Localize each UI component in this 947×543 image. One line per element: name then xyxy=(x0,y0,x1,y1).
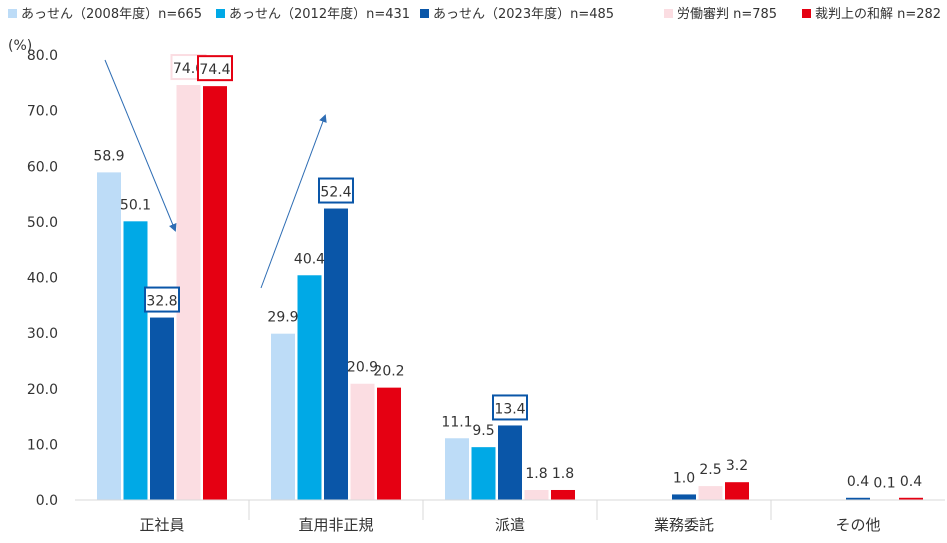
data-label: 9.5 xyxy=(472,423,494,439)
data-label: 74.4 xyxy=(199,62,230,78)
data-label: 20.9 xyxy=(347,360,378,376)
label-highlight-box xyxy=(318,177,354,204)
bar xyxy=(150,317,174,500)
label-highlight-box xyxy=(197,55,233,82)
y-tick-label: 20.0 xyxy=(27,382,58,398)
trend-arrow xyxy=(260,114,327,289)
y-tick-label: 40.0 xyxy=(27,271,58,287)
bar xyxy=(297,275,322,500)
data-label: 50.1 xyxy=(120,197,151,213)
data-label: 1.0 xyxy=(673,470,695,486)
data-label: 13.4 xyxy=(494,401,525,417)
legend-label: 裁判上の和解 n=282 xyxy=(815,6,941,22)
legend-swatch xyxy=(802,9,811,18)
bar xyxy=(324,208,348,500)
y-axis-label: (%) xyxy=(8,38,32,54)
bar xyxy=(725,482,749,500)
data-label: 74.6 xyxy=(173,61,204,77)
bar xyxy=(524,489,549,500)
x-category-label: 派遣 xyxy=(495,516,525,534)
bar xyxy=(698,486,723,500)
y-tick-label: 30.0 xyxy=(27,326,58,342)
data-label: 20.2 xyxy=(373,364,404,380)
bar xyxy=(672,494,696,500)
y-tick-label: 0.0 xyxy=(36,493,58,509)
legend-swatch xyxy=(8,9,17,18)
data-label: 0.4 xyxy=(900,474,922,490)
data-labels: 58.9 29.9 11.1 50.1 40.4 9.5 32.8 52.4 13.4 1.0 0.… xyxy=(93,54,922,491)
legend-label: あっせん（2008年度）n=665 xyxy=(21,6,202,22)
x-category-label: 業務委託 xyxy=(654,516,714,534)
legend-label: あっせん（2023年度）n=485 xyxy=(433,6,614,22)
bar xyxy=(377,387,401,500)
x-category-label: 正社員 xyxy=(139,516,184,534)
bar xyxy=(846,497,870,500)
data-label: 40.4 xyxy=(294,251,325,267)
data-label: 0.1 xyxy=(873,475,895,491)
bar xyxy=(203,86,227,501)
data-label: 29.9 xyxy=(267,310,298,326)
bar xyxy=(471,447,496,500)
legend-label: 労働審判 n=785 xyxy=(677,7,777,22)
x-axis-categories: 正社員 直用非正規 派遣 業務委託 その他 xyxy=(139,500,881,534)
data-label: 2.5 xyxy=(699,462,721,478)
annotation-arrows xyxy=(104,59,327,289)
trend-arrow xyxy=(104,59,177,232)
bar xyxy=(97,172,121,500)
legend-swatch xyxy=(664,9,673,18)
y-tick-label: 60.0 xyxy=(27,159,58,175)
bars xyxy=(97,85,923,501)
legend: あっせん（2008年度）n=665 あっせん（2012年度）n=431 あっせん（2… xyxy=(8,6,941,22)
data-label: 11.1 xyxy=(441,414,472,430)
legend-swatch xyxy=(216,9,225,18)
bar xyxy=(123,221,148,500)
data-label: 1.8 xyxy=(525,466,547,482)
bar xyxy=(551,489,575,500)
bar xyxy=(445,438,469,500)
y-tick-label: 70.0 xyxy=(27,104,58,120)
data-label: 32.8 xyxy=(146,294,177,310)
y-axis-ticks: 0.0 10.0 20.0 30.0 40.0 50.0 60.0 70.0 80.0 xyxy=(27,48,58,509)
y-tick-label: 50.0 xyxy=(27,215,58,231)
x-category-label: その他 xyxy=(835,516,880,534)
legend-label: あっせん（2012年度）n=431 xyxy=(229,6,410,22)
data-label: 52.4 xyxy=(320,185,351,201)
bar xyxy=(350,383,375,500)
y-tick-label: 80.0 xyxy=(27,48,58,64)
bar xyxy=(899,497,923,500)
y-tick-label: 10.0 xyxy=(27,437,58,453)
label-highlight-box xyxy=(492,394,528,421)
data-label: 1.8 xyxy=(552,466,574,482)
label-highlight-box xyxy=(144,286,180,313)
bar xyxy=(176,85,201,500)
legend-swatch xyxy=(420,9,429,18)
bar xyxy=(271,333,295,500)
data-label: 0.4 xyxy=(847,474,869,490)
data-label: 3.2 xyxy=(726,458,748,474)
bar xyxy=(498,425,522,500)
data-label: 58.9 xyxy=(93,148,124,164)
x-category-label: 直用非正規 xyxy=(298,516,373,534)
